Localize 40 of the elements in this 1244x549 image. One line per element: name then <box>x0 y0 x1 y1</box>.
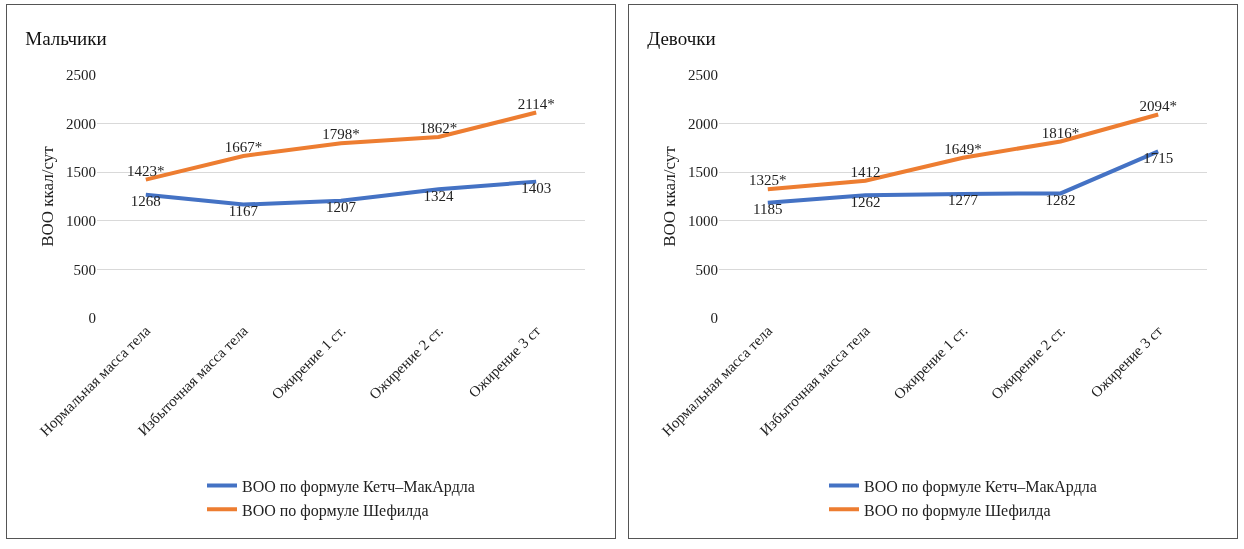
data-label: 1862* <box>419 120 458 137</box>
y-tick-label: 2500 <box>66 67 96 84</box>
data-label: 1412 <box>850 164 881 180</box>
y-tick-label: 2500 <box>688 67 718 84</box>
legend-label: ВОО по формуле Шефилда <box>242 501 429 520</box>
y-tick-label: 1000 <box>688 213 718 230</box>
data-label: 2114* <box>517 95 555 112</box>
y-tick-label: 1000 <box>66 213 96 230</box>
y-tick-label: 1500 <box>66 164 96 181</box>
y-tick-label: 2000 <box>688 115 718 132</box>
y-tick-label: 500 <box>73 261 96 278</box>
data-label: 1277 <box>948 192 979 209</box>
legend-label: ВОО по формуле Кетч–МакАрдла <box>242 477 475 496</box>
data-label: 1207 <box>326 198 357 215</box>
data-label: 1816* <box>1041 124 1080 141</box>
data-label: 1167 <box>228 202 259 219</box>
y-tick-label: 2000 <box>66 115 96 132</box>
y-tick-label: 0 <box>710 310 718 327</box>
chart-title: Мальчики <box>25 27 107 49</box>
y-tick-label: 1500 <box>688 164 718 181</box>
y-tick-label: 500 <box>695 261 718 278</box>
data-label: 1185 <box>753 201 783 218</box>
legend-label: ВОО по формуле Кетч–МакАрдла <box>864 477 1097 496</box>
data-label: 1667* <box>224 139 263 156</box>
data-label: 1798* <box>322 126 360 143</box>
legend-label: ВОО по формуле Шефилда <box>864 501 1051 520</box>
data-label: 1268 <box>130 193 161 209</box>
data-label: 1325* <box>749 172 787 189</box>
chart-title: Девочки <box>647 27 716 49</box>
data-label: 1282 <box>1045 191 1076 208</box>
data-label: 1324 <box>423 187 455 204</box>
data-label: 2094* <box>1139 97 1177 114</box>
data-label: 1715 <box>1143 149 1174 166</box>
data-label: 1262 <box>850 193 881 210</box>
data-label: 1403 <box>521 179 552 196</box>
y-axis-title: ВОО ккал/сут <box>38 145 57 247</box>
data-label: 1423* <box>127 162 165 179</box>
y-axis-title: ВОО ккал/сут <box>660 145 679 247</box>
data-label: 1649* <box>944 140 982 157</box>
y-tick-label: 0 <box>88 310 96 327</box>
